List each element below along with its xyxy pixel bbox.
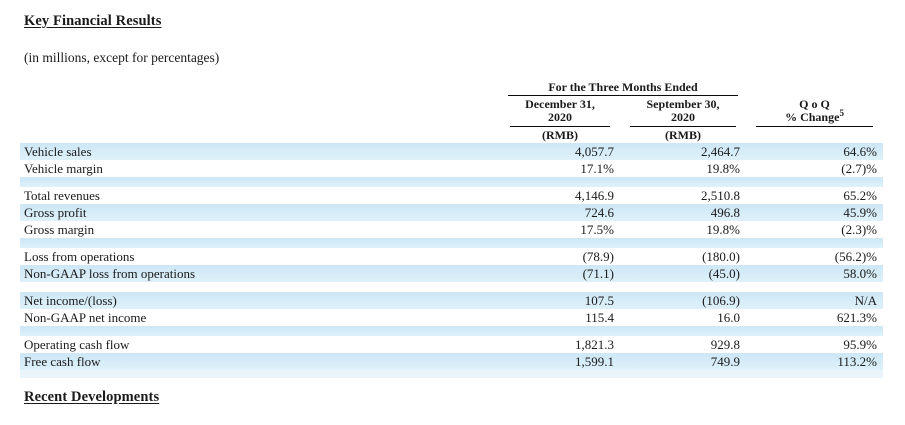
row-label: Total revenues [24,187,100,203]
row-label: Net income/(loss) [24,292,117,308]
value-qoq-change: (2.7)% [841,160,878,176]
recent-developments-heading: Recent Developments [24,389,160,406]
value-sep-2020: 749.9 [710,353,741,369]
value-dec-2020: 107.5 [584,292,614,308]
row-label: Non-GAAP net income [24,309,147,325]
row-label: Vehicle margin [24,160,103,176]
financial-results-table: For the Three Months Ended December 31, … [20,81,884,379]
value-dec-2020: 1,821.3 [575,336,614,352]
row-label: Gross profit [24,204,87,220]
value-qoq-change: 621.3% [836,309,878,325]
value-qoq-change: 64.6% [843,143,878,159]
table-header: For the Three Months Ended December 31, … [20,81,883,143]
value-sep-2020: 496.8 [710,204,741,220]
table-row: Non-GAAP loss from operations (71.1) (45.0… [20,265,884,283]
table-row: Gross profit 724.6 496.8 45.9% [20,204,884,222]
value-dec-2020: 724.6 [584,204,614,220]
value-sep-2020: 929.8 [710,336,741,352]
value-sep-2020: 16.0 [717,309,741,325]
value-qoq-change: 45.9% [843,204,878,220]
spacer-row [20,177,884,188]
row-label: Gross margin [24,221,95,237]
document-page: Key Financial Results (in millions, exce… [0,13,905,425]
table-row: Loss from operations (78.9) (180.0) (56.2)% [20,248,883,265]
value-dec-2020: 1,599.1 [575,353,614,369]
column-header-dec2020: December 31, 2020 [510,96,610,128]
group-header-row: For the Three Months Ended [20,81,883,96]
spacer-row [20,238,884,249]
value-dec-2020: 4,057.7 [575,143,614,159]
table-row: Total revenues 4,146.9 2,510.8 65.2% [20,187,883,204]
table-row: Operating cash flow 1,821.3 929.8 95.9% [20,336,883,353]
value-dec-2020: 4,146.9 [575,187,614,203]
unit-label-dec: (RMB) [542,128,578,143]
table-row: Net income/(loss) 107.5 (106.9) N/A [20,292,884,310]
value-sep-2020: (106.9) [702,292,741,308]
column-header-row: December 31, 2020 September 30, 2020 Q o… [20,96,883,128]
value-sep-2020: 19.8% [706,160,741,176]
value-qoq-change: 95.9% [843,336,878,352]
row-label: Free cash flow [24,353,101,369]
value-sep-2020: 2,464.7 [701,143,741,159]
unit-label-sep: (RMB) [665,128,701,143]
row-label: Non-GAAP loss from operations [24,265,196,281]
table-body: Vehicle sales 4,057.7 2,464.7 64.6% Vehicle … [20,143,884,379]
spacer-row [20,326,884,337]
value-sep-2020: 2,510.8 [701,187,741,203]
table-row: Free cash flow 1,599.1 749.9 113.2% [20,353,884,371]
value-sep-2020: 19.8% [706,221,741,237]
column-header-qoq-change: Q o Q % Change5 [756,96,874,128]
group-header: For the Three Months Ended [508,81,739,96]
column-header-sep2020: September 30, 2020 [630,96,737,128]
value-qoq-change: (56.2)% [834,248,878,264]
row-label: Vehicle sales [24,143,92,159]
value-dec-2020: (71.1) [582,265,614,281]
value-sep-2020: (45.0) [708,265,741,281]
value-qoq-change: (2.3)% [841,221,878,237]
table-row: Vehicle margin 17.1% 19.8% (2.7)% [20,160,883,177]
value-dec-2020: (78.9) [582,248,614,264]
unit-row: (RMB) (RMB) [20,127,883,143]
table-row: Vehicle sales 4,057.7 2,464.7 64.6% [20,143,884,161]
table-row: Gross margin 17.5% 19.8% (2.3)% [20,221,883,238]
units-note: (in millions, except for percentages) [24,50,220,65]
table-row: Non-GAAP net income 115.4 16.0 621.3% [20,309,883,326]
value-dec-2020: 17.5% [580,221,614,237]
spacer-row [20,282,883,292]
value-dec-2020: 17.1% [580,160,614,176]
value-qoq-change: N/A [854,292,878,308]
page-title: Key Financial Results [24,13,162,29]
row-label: Operating cash flow [24,336,130,352]
value-dec-2020: 115.4 [585,309,614,325]
row-label: Loss from operations [24,248,135,264]
value-sep-2020: (180.0) [702,248,741,264]
value-qoq-change: 58.0% [843,265,878,281]
value-qoq-change: 113.2% [837,353,878,369]
spacer-row [20,370,884,379]
value-qoq-change: 65.2% [843,187,878,203]
footnote-marker: 5 [839,108,844,119]
